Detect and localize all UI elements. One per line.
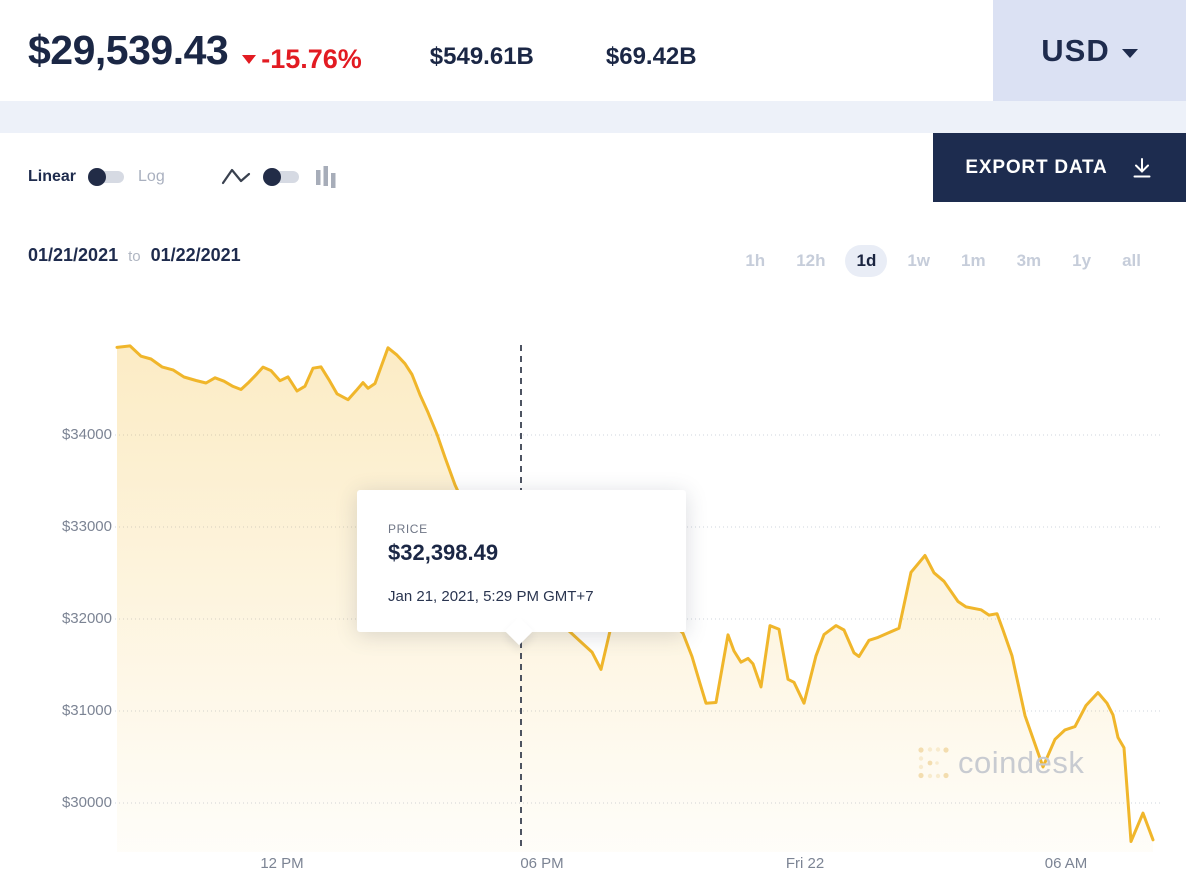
date-start[interactable]: 01/21/2021 — [28, 245, 119, 265]
currency-value: USD — [1041, 32, 1110, 68]
market-cap: $549.61B — [429, 42, 534, 70]
price-chart[interactable]: $34000 $33000 $32000 $31000 $30000 12 PM 06 PM… — [0, 133, 1186, 886]
tooltip-timestamp: Jan 21, 2021, 5:29 PM GMT+7 — [388, 588, 594, 605]
date-end[interactable]: 01/22/2021 — [150, 245, 241, 265]
bar-chart-icon[interactable] — [313, 164, 339, 190]
range-button-1h[interactable]: 1h — [734, 245, 776, 277]
price-block: $29,539.43 -15.76% $549.61B $69.42B — [28, 27, 697, 75]
date-range: 01/21/2021 to 01/22/2021 — [28, 245, 241, 266]
range-button-1w[interactable]: 1w — [896, 245, 941, 277]
currency-dropdown[interactable]: USD — [993, 0, 1186, 101]
range-button-1d[interactable]: 1d — [845, 245, 888, 277]
header-divider-strip — [0, 101, 1186, 133]
y-axis-label-32000: $32000 — [61, 610, 112, 627]
price-change-percent: -15.76% — [261, 43, 362, 74]
y-axis-label-31000: $31000 — [61, 702, 112, 719]
tooltip-price-value: $32,398.49 — [388, 540, 499, 565]
chart-panel: EXPORT DATA Linear Log — [0, 133, 1186, 886]
price-area-fill — [117, 345, 1153, 852]
range-button-3m[interactable]: 3m — [1006, 245, 1053, 277]
range-button-1y[interactable]: 1y — [1061, 245, 1102, 277]
chart-type-toggle[interactable] — [262, 168, 301, 186]
y-axis-label-30000: $30000 — [61, 794, 112, 811]
export-data-label: EXPORT DATA — [965, 156, 1108, 178]
chart-controls: Linear Log — [28, 163, 339, 191]
toggle-knob — [88, 168, 107, 186]
download-icon — [1133, 157, 1151, 177]
scale-linear-label[interactable]: Linear — [28, 168, 77, 185]
volume-24h: $69.42B — [605, 42, 697, 70]
current-price: $29,539.43 — [28, 26, 229, 73]
chart-type-controls — [221, 164, 339, 190]
x-axis-label: 12 PM — [260, 855, 304, 872]
coindesk-logo-icon — [918, 747, 949, 779]
range-button-all[interactable]: all — [1111, 245, 1152, 277]
toggle-knob — [262, 168, 281, 186]
scale-toggle[interactable] — [88, 168, 126, 186]
price-header: $29,539.43 -15.76% $549.61B $69.42B USD — [0, 0, 1186, 101]
price-change: -15.76% — [242, 44, 362, 75]
x-axis-label: 06 AM — [1044, 855, 1088, 872]
range-button-12h[interactable]: 12h — [785, 245, 836, 277]
line-chart-icon[interactable] — [221, 166, 251, 188]
export-data-button[interactable]: EXPORT DATA — [933, 133, 1186, 202]
x-axis-label: 06 PM — [520, 855, 564, 872]
x-axis-label: Fri 22 — [785, 855, 825, 872]
down-arrow-icon — [242, 54, 257, 64]
scale-log-label[interactable]: Log — [138, 168, 165, 185]
coindesk-watermark-text: coindesk — [958, 745, 1085, 780]
range-button-1m[interactable]: 1m — [950, 245, 997, 277]
y-axis-label-34000: $34000 — [61, 426, 112, 443]
tooltip-price-label: PRICE — [388, 522, 428, 536]
chevron-down-icon — [1121, 49, 1138, 58]
chart-tooltip: PRICE $32,398.49 Jan 21, 2021, 5:29 PM G… — [357, 490, 686, 646]
coindesk-watermark: coindesk — [917, 745, 1084, 781]
time-range-selector: 1h 12h 1d 1w 1m 3m 1y all — [734, 245, 1152, 277]
date-separator: to — [128, 248, 141, 265]
y-axis-label-33000: $33000 — [61, 518, 112, 535]
